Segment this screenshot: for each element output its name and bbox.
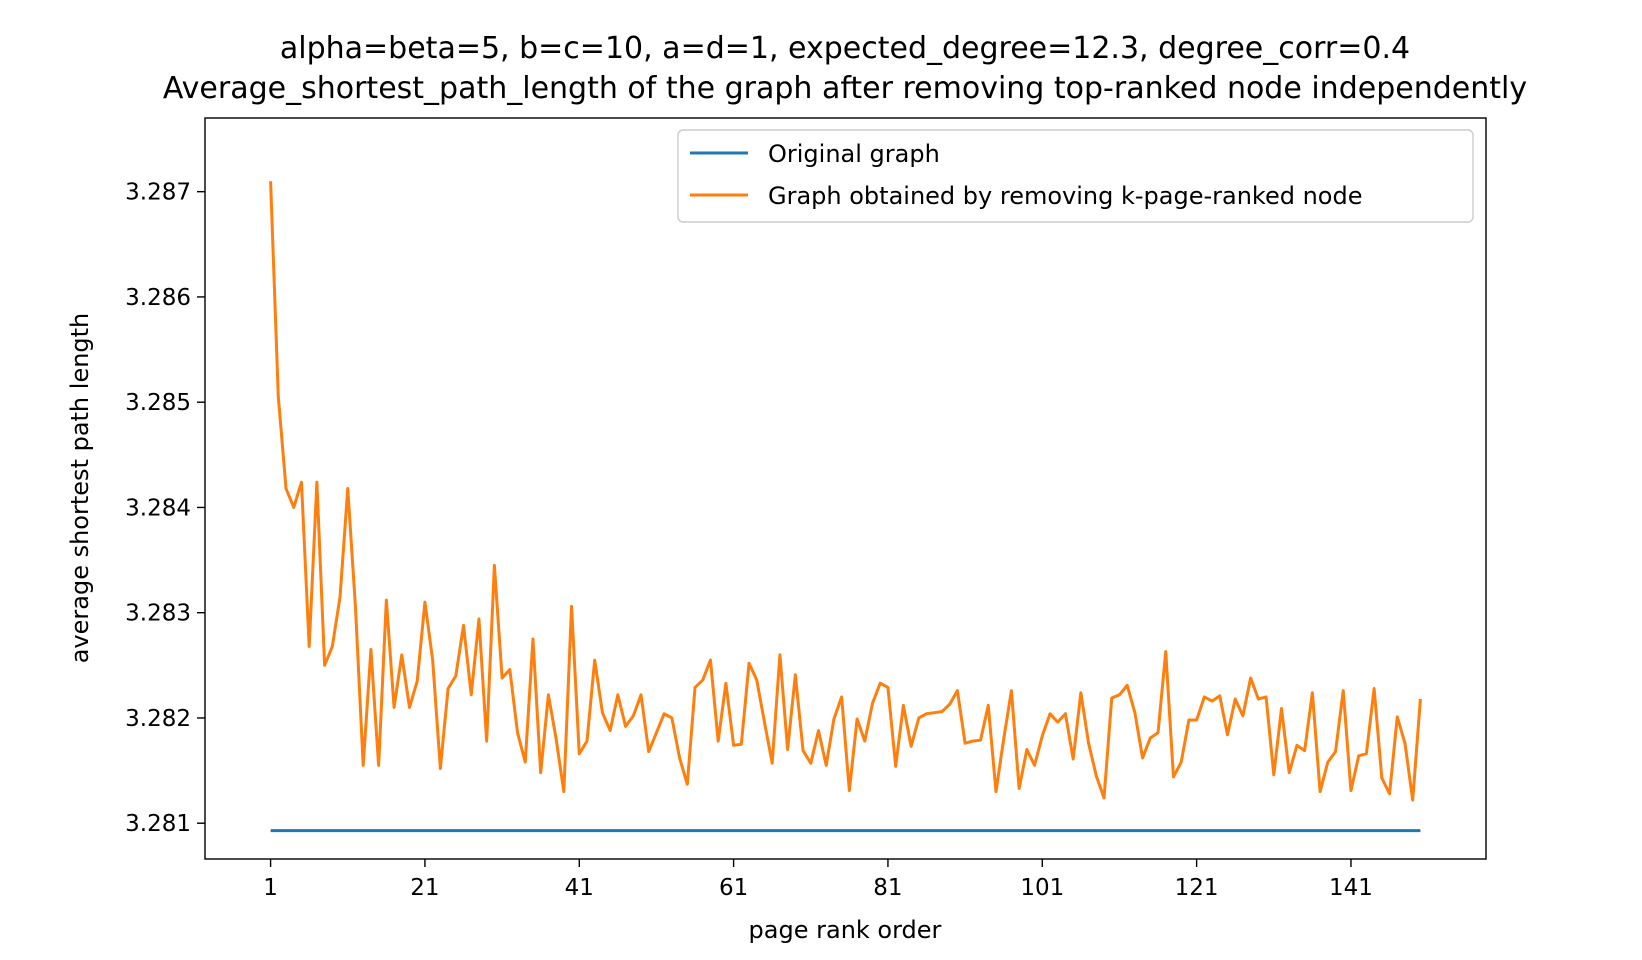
x-axis: 1 21 41 61 81 101 121 141 — [263, 859, 1373, 901]
x-tick-label: 101 — [1020, 875, 1064, 901]
y-tick-label: 3.284 — [125, 495, 191, 521]
x-tick-label: 61 — [719, 875, 748, 901]
x-tick-label: 21 — [410, 875, 439, 901]
chart-subtitle: Average_shortest_path_length of the grap… — [163, 71, 1527, 106]
series-line-removed — [269, 181, 1422, 802]
y-tick-label: 3.281 — [125, 811, 191, 837]
y-tick-label: 3.285 — [125, 390, 191, 416]
legend-label-original: Original graph — [768, 140, 940, 168]
plot-area — [269, 181, 1422, 833]
legend-box — [677, 129, 1474, 223]
x-axis-label: page rank order — [749, 916, 942, 944]
x-tick-label: 1 — [263, 875, 278, 901]
y-axis: 3.281 3.282 3.283 3.284 3.285 3.286 3.287 — [125, 180, 205, 837]
y-tick-label: 3.286 — [125, 285, 191, 311]
y-tick-label: 3.282 — [125, 706, 191, 732]
y-tick-label: 3.287 — [125, 180, 191, 206]
x-tick-label: 121 — [1175, 875, 1219, 901]
x-tick-label: 81 — [873, 875, 902, 901]
legend: Original graph Graph obtained by removin… — [677, 129, 1474, 223]
plot-frame — [204, 117, 1487, 860]
y-tick-label: 3.283 — [125, 601, 191, 627]
chart-title: alpha=beta=5, b=c=10, a=d=1, expected_de… — [280, 31, 1410, 66]
x-tick-label: 141 — [1329, 875, 1373, 901]
legend-label-removed: Graph obtained by removing k-page-ranked… — [768, 182, 1362, 210]
x-tick-label: 41 — [565, 875, 594, 901]
y-axis-label: average shortest path length — [66, 313, 94, 664]
